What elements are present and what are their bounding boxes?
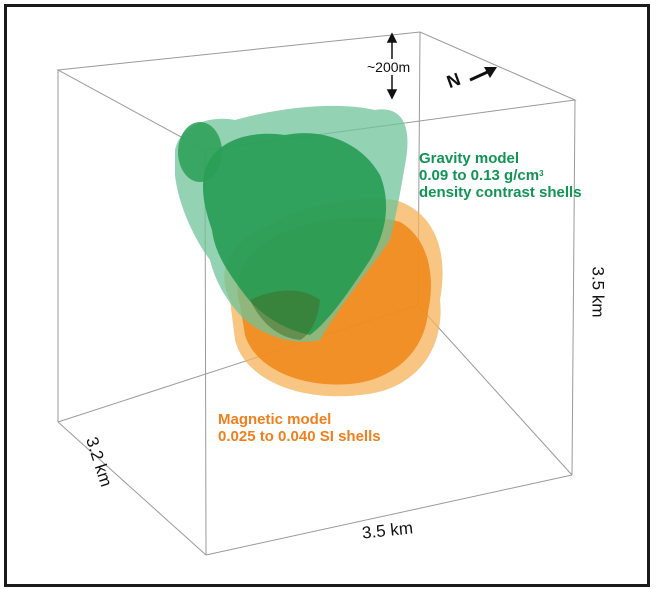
gravity-range: 0.09 to 0.13 g/cm3	[419, 167, 544, 184]
north-arrow-icon: N	[444, 67, 497, 92]
scale-label: ~200m	[366, 59, 412, 75]
magnetic-title: Magnetic model	[218, 411, 332, 428]
overlap-zone	[250, 290, 320, 340]
gravity-title: Gravity model	[419, 150, 520, 167]
magnetic-range: 0.025 to 0.040 SI shells	[218, 428, 381, 445]
gravity-model-label: Gravity model 0.09 to 0.13 g/cm3 density…	[419, 150, 582, 201]
magnetic-model-label: Magnetic model 0.025 to 0.040 SI shells	[218, 411, 381, 445]
north-label: N	[444, 69, 463, 92]
gravity-model-shells	[175, 105, 408, 342]
gravity-desc: density contrast shells	[419, 184, 582, 201]
gravity-lobe	[178, 122, 222, 182]
gravity-inner-shell	[202, 133, 387, 335]
dimension-right: 3.5 km	[588, 266, 608, 318]
